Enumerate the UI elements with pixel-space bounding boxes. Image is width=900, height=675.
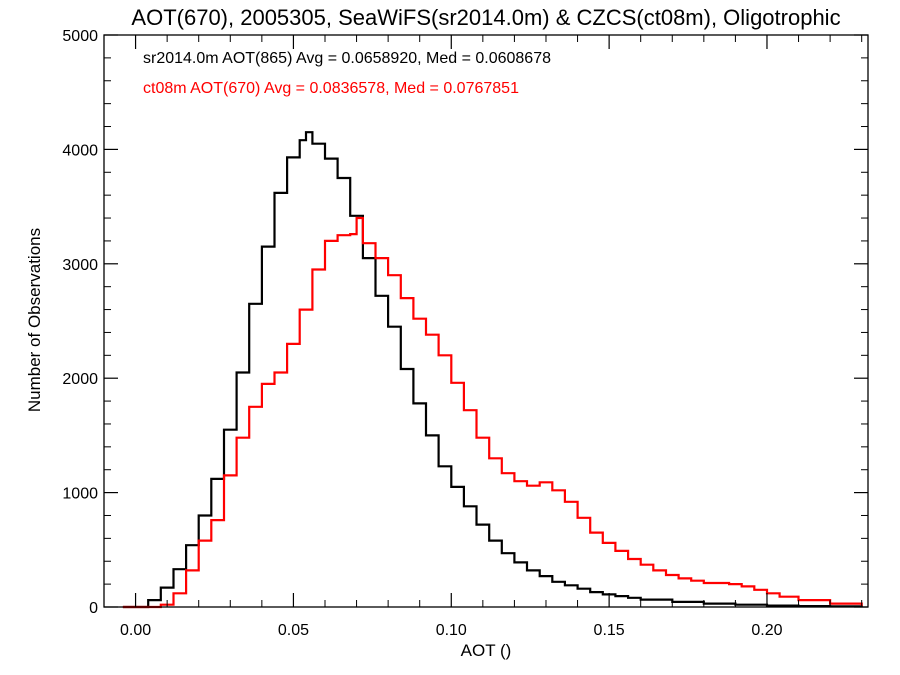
chart-title: AOT(670), 2005305, SeaWiFS(sr2014.0m) & … — [131, 5, 840, 30]
x-tick-label: 0.10 — [436, 622, 467, 639]
y-axis-label: Number of Observations — [25, 228, 44, 412]
legend-entry-black: sr2014.0m AOT(865) Avg = 0.0658920, Med … — [143, 50, 551, 67]
plot-frame — [103, 34, 869, 608]
series-line-0 — [122, 131, 863, 609]
legend-entry-red: ct08m AOT(670) Avg = 0.0836578, Med = 0.… — [143, 80, 519, 97]
x-tick-layer: 0.00 0.05 0.10 0.15 0.20 — [103, 35, 863, 639]
y-tick-label: 2000 — [62, 371, 98, 388]
x-tick-label: 0.05 — [278, 622, 309, 639]
y-tick-label: 4000 — [62, 142, 98, 159]
x-tick-label: 0.15 — [594, 622, 625, 639]
x-tick-label: 0.00 — [120, 622, 151, 639]
axes-layer — [103, 34, 869, 608]
series-layer — [122, 131, 863, 609]
x-axis-label: AOT () — [461, 641, 512, 660]
series-line-1 — [122, 216, 863, 609]
y-tick-layer: 0 1000 2000 3000 4000 5000 — [62, 28, 868, 617]
x-tick-label: 0.20 — [751, 622, 782, 639]
y-tick-label: 0 — [89, 600, 98, 617]
y-tick-label: 1000 — [62, 486, 98, 503]
y-tick-label: 3000 — [62, 257, 98, 274]
y-tick-label: 5000 — [62, 28, 98, 45]
